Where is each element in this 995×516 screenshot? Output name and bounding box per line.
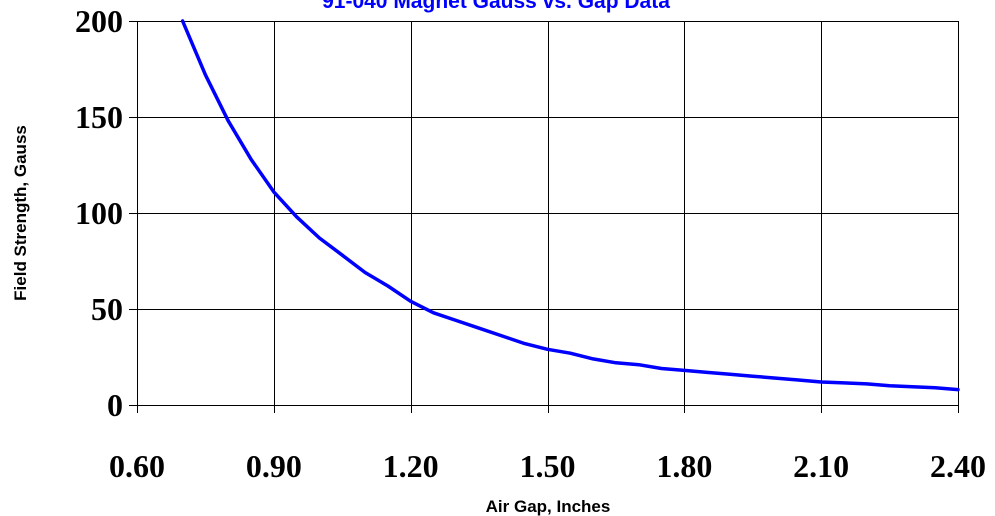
y-tick-label: 150 bbox=[75, 99, 123, 135]
y-tick-label: 0 bbox=[107, 387, 123, 423]
chart-title: 91-040 Magnet Gauss vs. Gap Data bbox=[322, 0, 670, 13]
x-tick-label: 2.40 bbox=[930, 448, 986, 484]
x-tick-labels: 0.60 0.90 1.20 1.50 1.80 2.10 2.40 bbox=[109, 448, 986, 484]
x-tick-label: 1.20 bbox=[383, 448, 439, 484]
x-tick-label: 1.50 bbox=[520, 448, 576, 484]
y-tick-labels: 0 50 100 150 200 bbox=[75, 3, 123, 423]
series-line bbox=[180, 19, 960, 392]
y-tick-label: 50 bbox=[91, 291, 123, 327]
y-axis-title: Field Strength, Gauss bbox=[11, 125, 30, 301]
x-tick-label: 2.10 bbox=[793, 448, 849, 484]
y-tick-label: 200 bbox=[75, 3, 123, 39]
y-tick-label: 100 bbox=[75, 195, 123, 231]
x-tick-label: 0.90 bbox=[246, 448, 302, 484]
x-tick-label: 1.80 bbox=[656, 448, 712, 484]
x-axis-title: Air Gap, Inches bbox=[486, 497, 611, 516]
grid bbox=[129, 21, 959, 413]
x-tick-label: 0.60 bbox=[109, 448, 165, 484]
axes bbox=[137, 21, 958, 406]
